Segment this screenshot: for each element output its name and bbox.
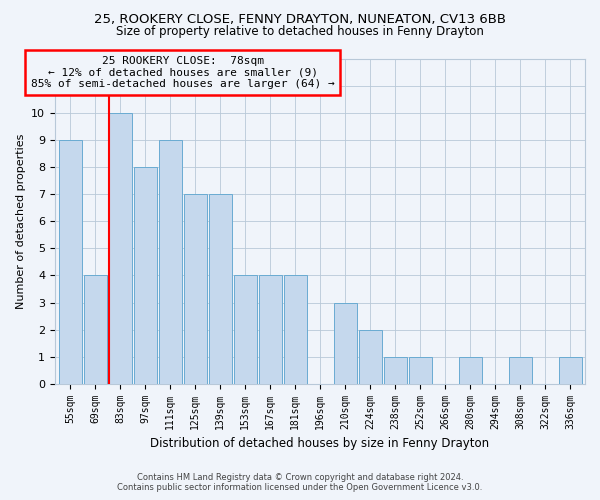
Bar — [383, 356, 407, 384]
Bar — [59, 140, 82, 384]
Text: Contains HM Land Registry data © Crown copyright and database right 2024.
Contai: Contains HM Land Registry data © Crown c… — [118, 473, 482, 492]
Text: 25 ROOKERY CLOSE:  78sqm
← 12% of detached houses are smaller (9)
85% of semi-de: 25 ROOKERY CLOSE: 78sqm ← 12% of detache… — [31, 56, 334, 89]
Y-axis label: Number of detached properties: Number of detached properties — [16, 134, 26, 309]
Text: 25, ROOKERY CLOSE, FENNY DRAYTON, NUNEATON, CV13 6BB: 25, ROOKERY CLOSE, FENNY DRAYTON, NUNEAT… — [94, 12, 506, 26]
Bar — [458, 356, 482, 384]
Text: Size of property relative to detached houses in Fenny Drayton: Size of property relative to detached ho… — [116, 25, 484, 38]
Bar — [259, 276, 281, 384]
Bar — [359, 330, 382, 384]
Bar — [233, 276, 257, 384]
Bar — [109, 113, 131, 384]
Bar — [209, 194, 232, 384]
Bar — [83, 276, 107, 384]
Bar — [409, 356, 431, 384]
Bar — [284, 276, 307, 384]
X-axis label: Distribution of detached houses by size in Fenny Drayton: Distribution of detached houses by size … — [151, 437, 490, 450]
Bar — [559, 356, 581, 384]
Bar — [184, 194, 206, 384]
Bar — [509, 356, 532, 384]
Bar — [134, 167, 157, 384]
Bar — [158, 140, 182, 384]
Bar — [334, 302, 356, 384]
